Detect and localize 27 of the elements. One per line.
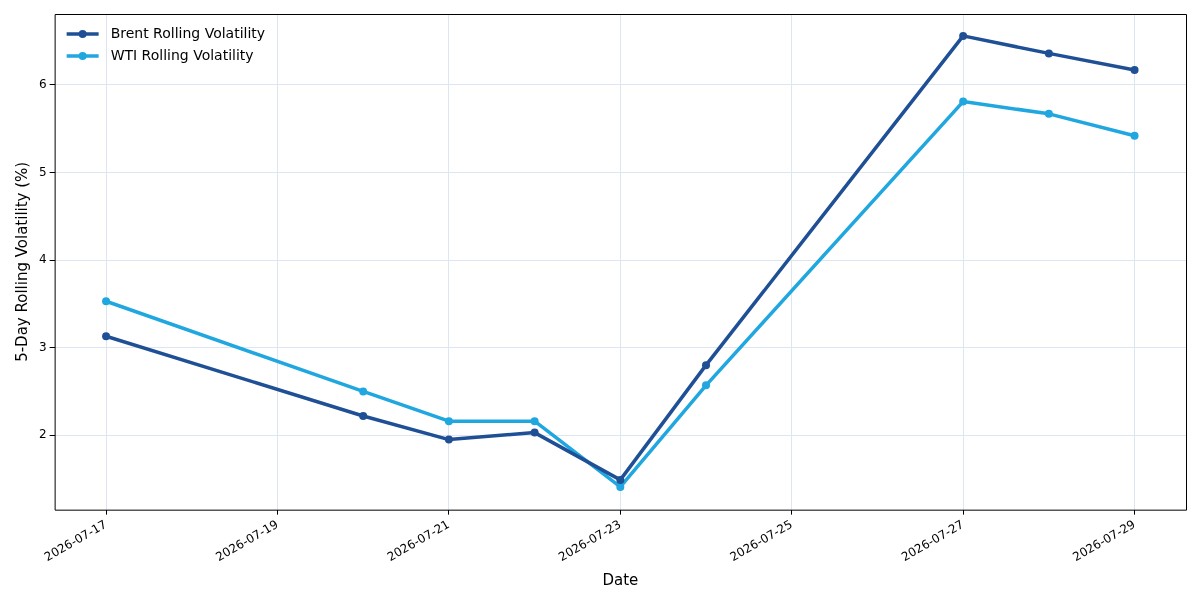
y-tick-label: 3: [38, 339, 47, 354]
x-axis-title: Date: [602, 570, 639, 589]
point: [102, 332, 111, 341]
point: [702, 381, 711, 390]
point: [444, 435, 453, 444]
y-tick-label: 6: [38, 77, 47, 92]
point: [959, 97, 968, 106]
point: [702, 361, 711, 370]
legend-label: Brent Rolling Volatility: [110, 24, 266, 41]
point: [616, 482, 625, 491]
point: [444, 417, 453, 426]
point: [959, 31, 968, 40]
point: [359, 411, 368, 420]
point: [616, 475, 625, 484]
y-tick-label: 2: [38, 427, 47, 442]
point: [1044, 109, 1053, 118]
y-axis-title: 5-Day Rolling Volatility (%): [12, 161, 31, 362]
point: [359, 387, 368, 396]
point: [102, 297, 111, 306]
point: [1130, 66, 1139, 75]
point: [530, 417, 539, 426]
y-tick-label: 4: [38, 252, 47, 267]
y-tick-label: 5: [38, 164, 47, 179]
point: [1130, 131, 1139, 140]
legend-label: WTI Rolling Volatility: [110, 46, 254, 63]
point: [530, 428, 539, 437]
point: [1044, 49, 1053, 58]
